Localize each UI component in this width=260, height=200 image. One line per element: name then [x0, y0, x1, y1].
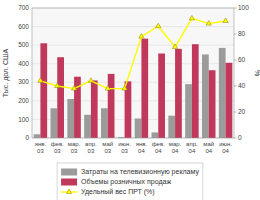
chart: 0 100 200 300 400 500 600 700 0 20 40 60 80 100 Тыс. д…	[0, 0, 260, 200]
legend-swatch	[61, 169, 77, 176]
bar	[91, 80, 98, 138]
x-tick-label: май04	[203, 141, 214, 154]
x-tick-label: апр.03	[85, 141, 97, 154]
y-tick-label: 400	[18, 60, 29, 67]
y2-tick-label: 0	[238, 134, 242, 141]
marker	[223, 18, 228, 23]
y-tick-label: 500	[18, 41, 29, 48]
y2-tick	[234, 8, 237, 9]
marker	[71, 86, 76, 91]
marker	[206, 21, 211, 26]
marker	[55, 83, 60, 88]
legend-swatch	[61, 179, 77, 186]
y-tick-label: 200	[18, 97, 29, 104]
y-axis-label: Тыс. дол. США	[2, 49, 10, 98]
x-tick-label: янв.03	[35, 141, 47, 154]
bar	[108, 74, 115, 138]
y2-tick-label: 40	[238, 82, 246, 89]
y-tick-label: 600	[18, 23, 29, 30]
y2-tick-label: 60	[238, 56, 246, 63]
x-tick-label: июн.03	[118, 141, 131, 154]
bar	[219, 48, 226, 138]
bar	[175, 49, 182, 138]
bar	[51, 108, 58, 138]
plot-area	[32, 8, 234, 138]
grid-line	[32, 26, 234, 27]
bar	[57, 57, 64, 138]
legend-box	[57, 163, 203, 200]
y2-tick	[234, 86, 237, 87]
bar	[192, 44, 199, 138]
legend-label: Затраты на телевизионную рекламу	[81, 168, 199, 176]
marker	[105, 86, 110, 91]
bar	[202, 54, 209, 138]
bar	[67, 99, 74, 138]
x-tick-label: май03	[102, 141, 113, 154]
marker	[156, 23, 161, 28]
y-tick-label: 700	[18, 4, 29, 11]
y2-axis-label: %	[254, 70, 260, 76]
bar	[135, 119, 142, 139]
grid-line	[32, 45, 234, 46]
bar	[185, 84, 192, 138]
y2-tick	[234, 34, 237, 35]
bar	[40, 43, 47, 138]
marker	[122, 86, 127, 91]
y2-tick	[234, 60, 237, 61]
marker	[38, 78, 43, 83]
bar	[101, 108, 108, 138]
x-tick-label: апр.04	[186, 141, 198, 154]
y2-tick-label: 20	[238, 108, 246, 115]
legend-marker	[66, 189, 71, 194]
bar	[34, 134, 41, 138]
marker	[88, 78, 93, 83]
x-tick-label: июн.04	[219, 141, 232, 154]
x-tick-label: янв.04	[136, 141, 148, 154]
y-tick-label: 100	[18, 116, 29, 123]
marker	[139, 34, 144, 39]
bar	[168, 116, 175, 138]
legend: Затраты на телевизионную рекламу Объемы р…	[57, 163, 203, 200]
bar	[141, 39, 148, 138]
legend-label: Удельный вес ПРТ (%)	[81, 188, 155, 196]
y2-tick-label: 80	[238, 30, 246, 37]
y2-tick-label: 100	[238, 4, 249, 11]
marker	[189, 15, 194, 20]
bar	[152, 132, 159, 138]
line	[40, 18, 225, 88]
bar	[209, 70, 216, 138]
y2-tick	[234, 138, 237, 139]
y2-tick	[234, 112, 237, 113]
x-tick-label: фев.03	[51, 141, 64, 154]
bar	[84, 115, 91, 138]
y-tick-label: 0	[25, 134, 29, 141]
plot-frame	[32, 8, 234, 138]
bar	[226, 63, 233, 138]
x-tick-label: фев.04	[152, 141, 165, 154]
x-tick-label: мар.04	[169, 141, 182, 154]
marker	[172, 44, 177, 49]
legend-label: Объемы розничных продаж	[81, 178, 171, 186]
y-tick-label: 300	[18, 78, 29, 85]
x-tick-label: мар.03	[68, 141, 81, 154]
bar	[158, 54, 165, 139]
data-group	[34, 15, 233, 138]
